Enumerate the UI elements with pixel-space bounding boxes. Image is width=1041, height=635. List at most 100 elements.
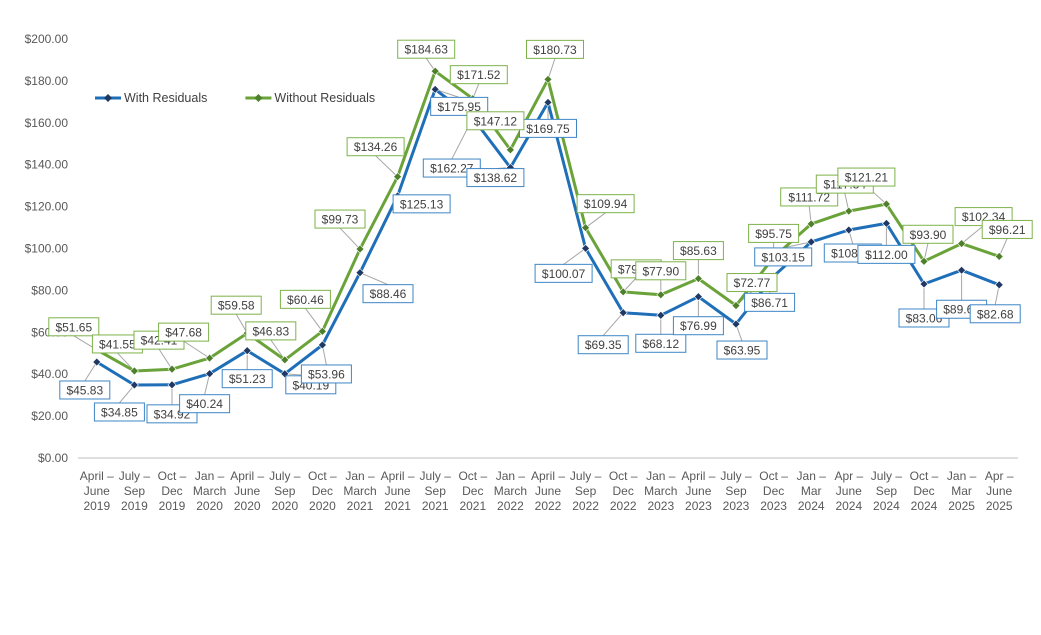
data-label-box — [754, 247, 813, 267]
data-label: $147.12 — [474, 114, 518, 128]
data-label: $59.58 — [218, 299, 255, 313]
data-label: $34.85 — [101, 405, 138, 419]
data-label-box — [392, 194, 451, 214]
data-point-marker — [693, 274, 703, 284]
x-tick-label: July – Sep 2020 — [269, 469, 301, 513]
data-label: $40.24 — [186, 397, 223, 411]
y-tick-label: $200.00 — [25, 32, 69, 46]
data-point-marker — [543, 74, 553, 84]
data-point-marker — [806, 237, 816, 247]
data-label-box — [158, 322, 210, 342]
y-tick-label: $100.00 — [25, 242, 69, 256]
x-tick-label: April – June 2019 — [80, 469, 114, 513]
data-label: $82.68 — [977, 307, 1014, 321]
data-label-box — [726, 273, 778, 293]
x-tick-label: April – June 2023 — [681, 469, 715, 513]
x-tick-label: Jan – March 2022 — [494, 469, 527, 513]
data-label: $85.63 — [680, 244, 717, 258]
data-label: $162.27 — [430, 162, 474, 176]
data-point-marker — [693, 292, 703, 302]
data-label-box — [397, 39, 456, 59]
label-leader-lines — [73, 57, 1008, 405]
x-tick-label: Apr – June 2024 — [834, 469, 863, 513]
data-point-marker — [919, 279, 929, 289]
data-label: $72.77 — [734, 276, 771, 290]
data-label-box — [210, 295, 262, 315]
data-point-marker — [355, 244, 365, 254]
data-label: $47.68 — [165, 326, 202, 340]
data-point-marker — [957, 239, 967, 249]
legend: With Residuals Without Residuals — [95, 91, 375, 105]
y-tick-label: $120.00 — [25, 200, 69, 214]
data-point-marker — [994, 252, 1004, 261]
data-label: $86.71 — [751, 296, 788, 310]
data-point-marker — [430, 66, 440, 76]
data-label-box — [449, 65, 508, 85]
label-leader-line — [563, 247, 586, 265]
data-label: $180.73 — [533, 43, 577, 57]
data-label-box — [902, 224, 954, 244]
x-tick-label: April – June 2020 — [230, 469, 264, 513]
data-label: $45.83 — [66, 383, 103, 397]
data-label: $51.23 — [229, 372, 266, 386]
data-label: $69.35 — [585, 338, 622, 352]
data-label: $51.65 — [55, 320, 92, 334]
data-label-box — [179, 394, 231, 414]
x-tick-label: April – June 2022 — [531, 469, 565, 513]
data-label-box — [672, 241, 724, 261]
data-label: $184.63 — [405, 43, 449, 57]
data-label-box — [635, 261, 687, 281]
data-label-box — [748, 223, 800, 243]
x-tick-label: Jan – March 2020 — [193, 469, 226, 513]
x-tick-label: April – June 2021 — [381, 469, 415, 513]
data-label: $77.90 — [642, 264, 679, 278]
y-tick-label: $140.00 — [25, 158, 69, 172]
data-point-marker — [317, 326, 327, 336]
data-point-marker — [129, 366, 139, 376]
data-label: $112.00 — [865, 248, 908, 262]
data-label: $111.72 — [788, 190, 830, 204]
data-point-marker — [581, 223, 591, 233]
x-tick-label: July – Sep 2019 — [119, 469, 151, 513]
data-point-marker — [205, 369, 215, 379]
data-label: $121.21 — [845, 171, 889, 185]
label-leader-line — [961, 225, 984, 244]
data-label: $53.96 — [308, 367, 345, 381]
x-tick-label: Oct – Dec 2022 — [609, 469, 638, 513]
label-leader-line — [84, 361, 98, 382]
data-label-box — [48, 317, 100, 337]
data-point-marker — [957, 265, 967, 275]
data-point-marker — [355, 268, 365, 278]
x-tick-label: Oct – Dec 2019 — [158, 469, 187, 513]
data-label-box — [534, 263, 593, 283]
data-label-box — [576, 194, 635, 214]
data-point-marker — [242, 346, 252, 356]
data-label: $41.55 — [99, 337, 136, 351]
data-label: $63.95 — [724, 344, 761, 358]
data-label-box — [279, 289, 331, 309]
data-label: $83.06 — [906, 311, 943, 325]
data-label: $68.12 — [642, 337, 679, 351]
data-label: $138.62 — [474, 171, 518, 185]
x-tick-label: July – Sep 2023 — [720, 469, 752, 513]
data-label: $103.15 — [762, 250, 806, 264]
label-leader-line — [183, 340, 210, 359]
data-label-box — [526, 39, 584, 59]
data-point-marker — [618, 308, 628, 318]
data-label-box — [221, 369, 273, 389]
data-point-marker — [205, 353, 215, 363]
label-leader-line — [375, 155, 398, 178]
data-label-box — [346, 137, 405, 157]
data-point-marker — [731, 301, 741, 310]
data-label-box — [466, 168, 525, 188]
label-leader-line — [339, 227, 361, 250]
data-label: $125.13 — [400, 197, 444, 211]
legend-entry: With Residuals — [124, 91, 207, 105]
x-tick-label: Apr – June 2025 — [985, 469, 1014, 513]
data-label: $76.99 — [680, 319, 717, 333]
y-tick-label: $160.00 — [25, 116, 69, 130]
data-point-marker — [129, 380, 139, 390]
data-point-marker — [317, 340, 327, 350]
